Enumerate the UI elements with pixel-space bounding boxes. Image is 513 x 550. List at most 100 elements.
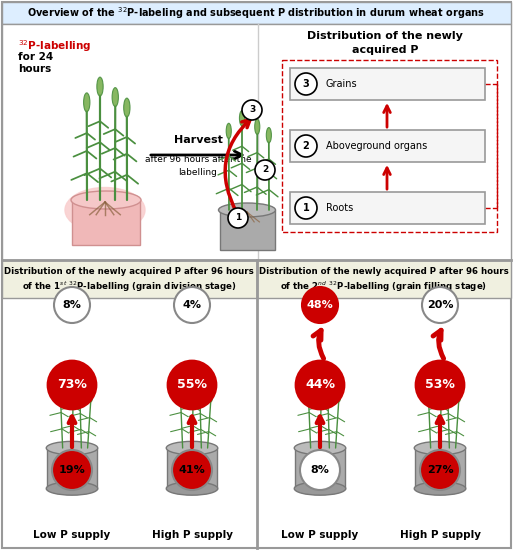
Circle shape [422,287,458,323]
Ellipse shape [65,188,145,233]
Ellipse shape [58,383,62,394]
Text: 1: 1 [235,213,241,223]
Circle shape [52,450,92,490]
Text: labelling: labelling [179,168,218,177]
Circle shape [54,287,90,323]
Text: 73%: 73% [57,378,87,392]
Circle shape [174,287,210,323]
Ellipse shape [254,119,260,134]
Text: Distribution of the newly acquired P after 96 hours: Distribution of the newly acquired P aft… [4,267,254,277]
Text: 20%: 20% [427,300,453,310]
Ellipse shape [124,98,130,117]
Ellipse shape [198,385,202,396]
Text: 19%: 19% [58,465,85,475]
Text: Distribution of the newly: Distribution of the newly [307,31,463,41]
Circle shape [302,287,338,323]
Ellipse shape [192,374,195,385]
Ellipse shape [226,123,231,139]
Ellipse shape [446,385,450,396]
Text: 1: 1 [303,203,309,213]
Text: 27%: 27% [427,465,453,475]
FancyBboxPatch shape [2,2,511,24]
Circle shape [296,361,344,409]
Text: Low P supply: Low P supply [281,530,359,540]
Text: Distribution of the newly acquired P after 96 hours: Distribution of the newly acquired P aft… [259,267,509,277]
Ellipse shape [337,391,341,402]
Text: Low P supply: Low P supply [33,530,111,540]
Ellipse shape [89,391,93,402]
Ellipse shape [326,385,330,396]
Text: 2: 2 [303,141,309,151]
Text: for 24
hours: for 24 hours [18,52,53,74]
Ellipse shape [112,87,119,107]
Text: 3: 3 [249,106,255,114]
Text: 53%: 53% [425,378,455,392]
FancyBboxPatch shape [167,448,217,488]
Text: High P supply: High P supply [151,530,232,540]
Text: Aboveground organs: Aboveground organs [326,141,427,151]
Text: 4%: 4% [183,300,202,310]
Ellipse shape [84,93,90,112]
FancyBboxPatch shape [2,24,511,260]
FancyBboxPatch shape [220,210,275,250]
Ellipse shape [166,482,218,495]
Ellipse shape [457,391,461,402]
Ellipse shape [219,203,275,217]
Ellipse shape [415,441,466,455]
Ellipse shape [426,383,430,394]
FancyBboxPatch shape [47,448,97,488]
Circle shape [168,361,216,409]
FancyBboxPatch shape [290,192,485,224]
Ellipse shape [78,385,82,396]
Ellipse shape [320,374,324,385]
Text: 8%: 8% [310,465,329,475]
Text: of the 2$^{nd}$ $^{32}$P-labelling (grain filling stage): of the 2$^{nd}$ $^{32}$P-labelling (grai… [281,280,487,294]
Ellipse shape [46,482,98,495]
FancyBboxPatch shape [72,200,140,245]
Text: Roots: Roots [326,203,353,213]
Circle shape [295,135,317,157]
Circle shape [48,361,96,409]
Text: 8%: 8% [63,300,82,310]
Ellipse shape [46,441,98,455]
FancyBboxPatch shape [257,260,511,298]
Ellipse shape [72,374,75,385]
Ellipse shape [415,482,466,495]
FancyBboxPatch shape [295,448,345,488]
Text: Grains: Grains [326,79,358,89]
Ellipse shape [71,191,141,209]
FancyBboxPatch shape [290,68,485,100]
Text: 55%: 55% [177,378,207,392]
Text: of the 1$^{st}$ $^{32}$P-labelling (grain division stage): of the 1$^{st}$ $^{32}$P-labelling (grai… [22,280,236,294]
Ellipse shape [294,482,346,495]
Circle shape [416,361,464,409]
Circle shape [255,160,275,180]
Circle shape [295,197,317,219]
Circle shape [242,100,262,120]
Circle shape [300,450,340,490]
Text: 2: 2 [262,166,268,174]
Ellipse shape [294,441,346,455]
Circle shape [172,450,212,490]
Circle shape [228,208,248,228]
FancyBboxPatch shape [2,260,257,298]
Text: 3: 3 [303,79,309,89]
Ellipse shape [209,391,213,402]
Circle shape [295,73,317,95]
FancyBboxPatch shape [290,130,485,162]
Ellipse shape [240,111,245,126]
Text: High P supply: High P supply [400,530,481,540]
Circle shape [420,450,460,490]
Ellipse shape [266,128,271,143]
Text: 41%: 41% [179,465,205,475]
Ellipse shape [166,441,218,455]
Text: 48%: 48% [307,300,333,310]
FancyBboxPatch shape [415,448,465,488]
Text: $^{32}$P-labelling: $^{32}$P-labelling [18,38,91,54]
Text: Harvest: Harvest [173,135,223,145]
Text: acquired P: acquired P [352,45,418,55]
Text: after 96 hours after the: after 96 hours after the [145,155,251,164]
Ellipse shape [179,383,182,394]
Ellipse shape [440,374,444,385]
Ellipse shape [97,77,103,96]
